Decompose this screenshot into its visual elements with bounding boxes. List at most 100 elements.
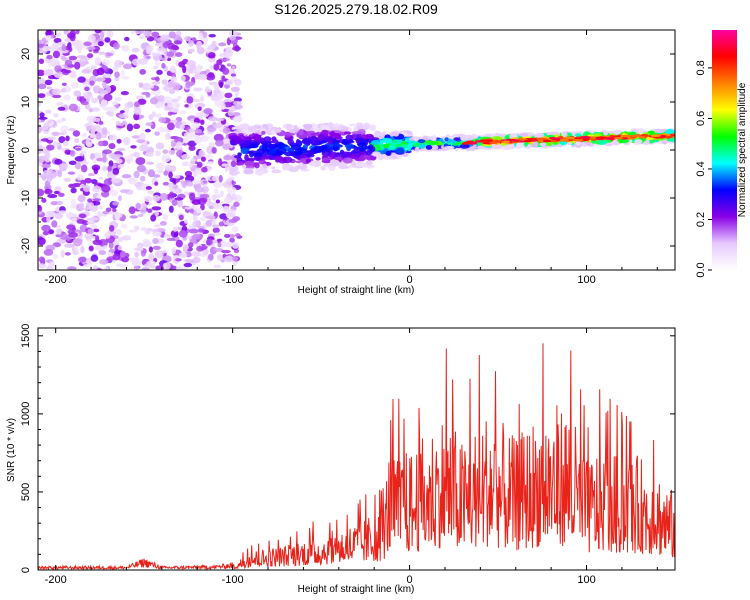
spectrogram-cell [38, 125, 42, 134]
spectrogram-cell [328, 162, 340, 167]
spectrogram-cell [41, 198, 47, 203]
spectrogram-cell [81, 68, 92, 74]
spectrogram-cell [162, 149, 169, 154]
spectrogram-cell [175, 141, 183, 150]
spectrogram-cell [50, 201, 58, 206]
spectrogram-cell [87, 34, 96, 43]
spectrogram-cell [148, 253, 155, 261]
spectrogram-cell [85, 138, 91, 147]
spectrogram-cell [68, 55, 78, 61]
spectrogram-cell [182, 65, 187, 74]
spectrogram-cell [203, 108, 213, 115]
spectrogram-cell [252, 134, 262, 141]
spectrogram-cell [112, 208, 117, 213]
spectrogram-cell [195, 155, 204, 160]
spectrogram-cell [87, 228, 95, 235]
spectrogram-cell [112, 65, 119, 71]
spectrogram-cell [395, 147, 405, 154]
spectrogram-cell [161, 62, 166, 69]
spectrogram-cell [187, 235, 192, 240]
spectrogram-cell [535, 133, 541, 138]
spectrogram-cell [114, 96, 122, 102]
spectrogram-cell [131, 47, 140, 53]
spectrogram-cell [54, 186, 62, 192]
spectrogram-cell [64, 243, 73, 248]
spectrogram-cell [90, 65, 97, 70]
spectrogram-cell [193, 87, 203, 92]
spectrogram-cell [188, 128, 196, 133]
spectrogram-cell [89, 134, 97, 139]
spectrogram-cell [48, 261, 55, 269]
spectrogram-cell [183, 137, 190, 144]
spectrogram-cell [152, 65, 159, 70]
spectrogram-cell [155, 150, 161, 157]
snr-x-tick-label: 0 [407, 574, 413, 586]
spectrogram-cell [207, 197, 212, 205]
spectrogram-cell [88, 121, 93, 125]
spectrogram-cell [108, 211, 119, 215]
spectrogram-cell [234, 78, 242, 86]
spectrogram-cell [174, 52, 183, 57]
spectrogram-cell [80, 161, 89, 165]
spectrogram-cell [156, 47, 167, 52]
spectrogram-cell [294, 148, 303, 156]
spectrogram-cell [72, 238, 83, 247]
spectrogram-cell [188, 192, 196, 201]
spectrogram-cell [63, 177, 72, 182]
spectrogram-cell [162, 41, 170, 48]
spectrogram-cell [138, 82, 144, 88]
spectrogram-cell [98, 120, 104, 125]
spectrogram-cell [161, 79, 168, 85]
spectrogram-cell [204, 88, 212, 93]
spectrogram-cell [231, 225, 239, 233]
spectrogram-cell [155, 162, 165, 170]
spectrogram-cell [332, 142, 340, 148]
spectrogram-cell [62, 140, 69, 147]
spectrogram-peak-cell [510, 139, 519, 142]
spectrogram-cell [108, 106, 118, 112]
spectrogram-x-tick-label: -100 [222, 274, 244, 286]
spectrogram-cell [196, 40, 203, 49]
spectrogram-cell [98, 250, 107, 256]
spectrogram-cell [92, 239, 103, 246]
spectrogram-cell [166, 237, 176, 242]
spectrogram-cell [86, 258, 93, 265]
spectrogram-cell [87, 173, 95, 177]
spectrogram-cell [254, 169, 265, 176]
spectrogram-cell [60, 88, 67, 93]
spectrogram-peak-cell [606, 136, 613, 140]
spectrogram-cell [90, 224, 98, 229]
spectrogram-cell [181, 75, 186, 82]
spectrogram-peak-cell [622, 134, 632, 138]
spectrogram-cell [45, 118, 55, 127]
spectrogram-cell [135, 157, 146, 166]
spectrogram-cell [91, 164, 101, 171]
spectrogram-cell [149, 85, 154, 89]
spectrogram-cell [42, 45, 52, 52]
spectrogram-cell [223, 197, 233, 204]
spectrogram-cell [61, 56, 68, 62]
spectrogram-cell [152, 245, 161, 251]
spectrogram-cell [145, 55, 151, 59]
spectrogram-cell [149, 97, 159, 105]
spectrogram-cell [271, 136, 277, 141]
spectrogram-cell [224, 92, 233, 99]
spectrogram-peak-cell [542, 139, 552, 143]
spectrogram-cell [171, 247, 176, 255]
spectrogram-cell [103, 73, 112, 79]
spectrogram-peak-cell [530, 138, 537, 141]
spectrogram-peak-cell [595, 136, 608, 139]
spectrogram-cell [84, 206, 89, 212]
spectrogram-cell [654, 129, 666, 134]
spectrogram-cell [186, 96, 194, 104]
spectrogram-cell [116, 229, 123, 236]
colorbar-tick-label: 0.6 [695, 111, 707, 126]
spectrogram-cell [116, 158, 123, 164]
spectrogram-cell [38, 256, 45, 263]
spectrogram-cell [566, 141, 573, 146]
spectrogram-cell [194, 187, 205, 193]
spectrogram-cell [337, 162, 348, 169]
spectrogram-cell [289, 128, 297, 133]
spectrogram-cell [326, 136, 334, 144]
spectrogram-cell [61, 44, 67, 52]
